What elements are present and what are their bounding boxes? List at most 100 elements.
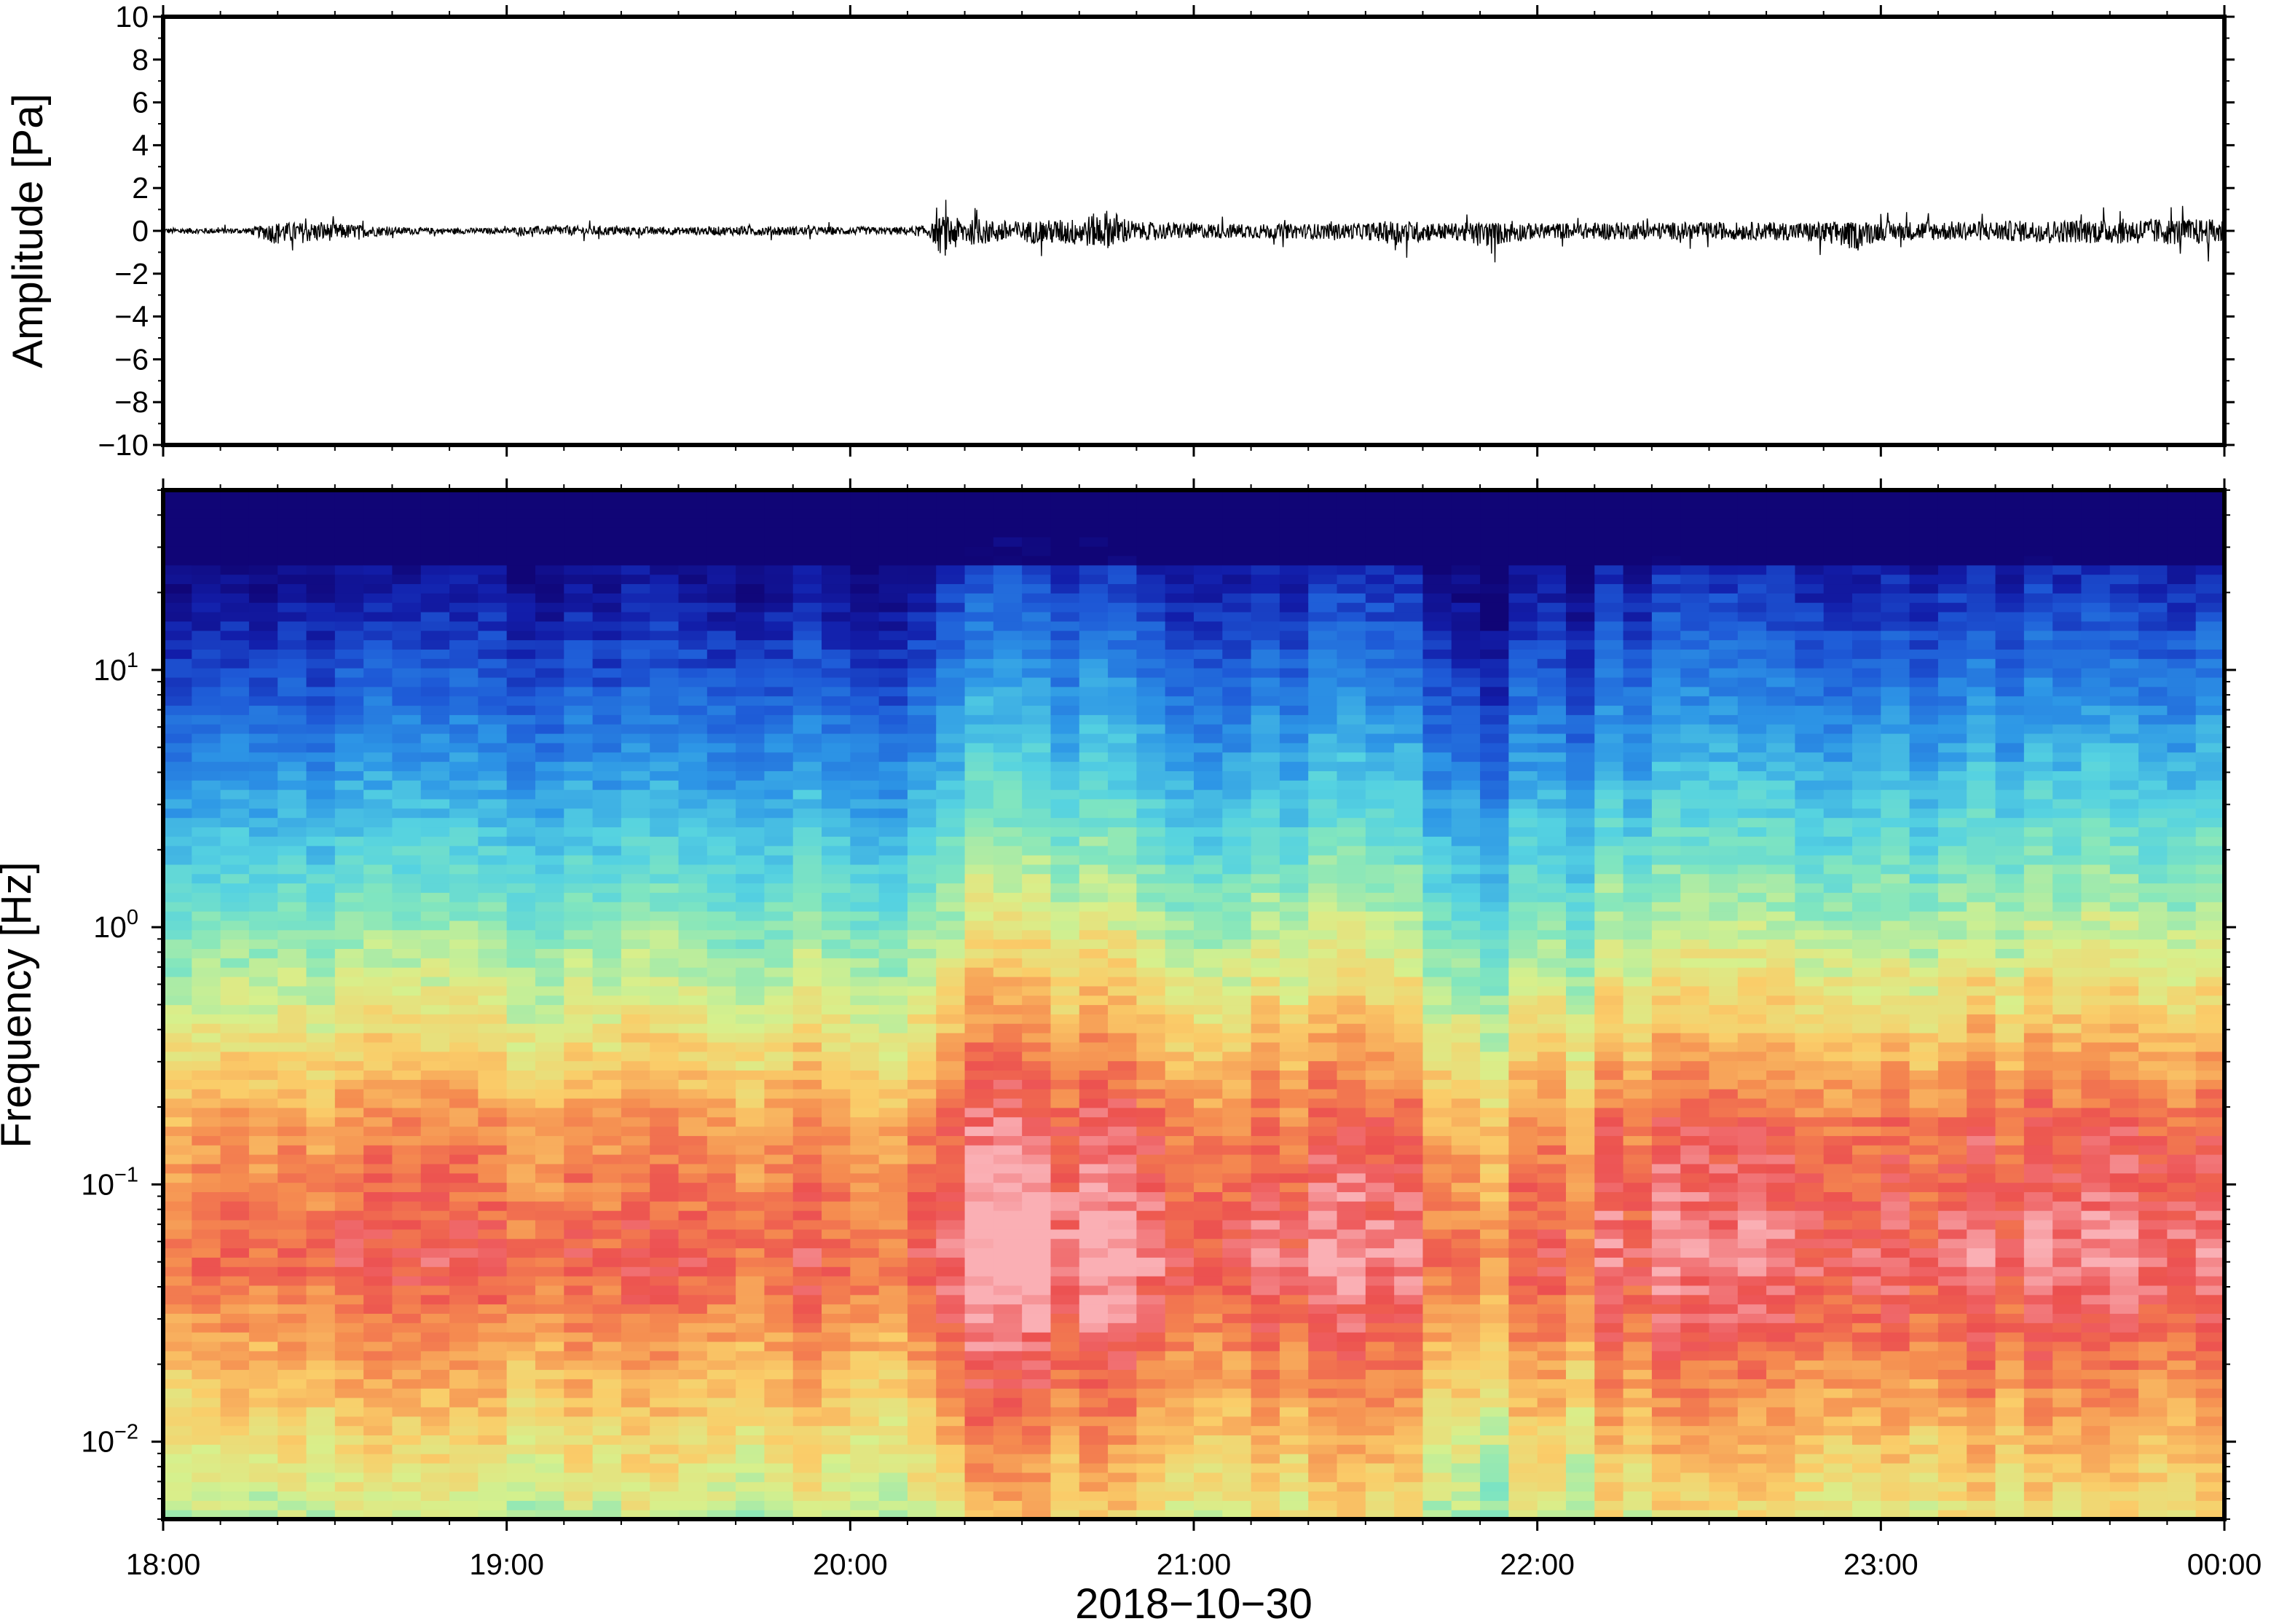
spectrogram-cell [564,1276,594,1286]
spectrogram-cell [707,1257,736,1267]
spectrogram-cell [1050,705,1080,715]
spectrogram-cell [1422,1444,1452,1454]
spectrogram-cell [850,1313,880,1323]
spectrogram-cell [1022,1116,1052,1127]
spectrogram-cell [1279,789,1309,800]
spectrogram-cell [1251,752,1280,762]
spectrogram-cell [1279,658,1309,669]
spectrogram-cell [420,1500,450,1510]
spectrogram-cell [707,1089,736,1099]
spectrogram-cell [822,1089,851,1099]
spectrogram-cell [334,1023,364,1033]
spectrogram-cell [220,499,250,510]
spectrogram-cell [278,1500,307,1510]
spectrogram-cell [792,1388,822,1398]
spectrogram-cell [248,995,278,1006]
spectrogram-cell [535,845,564,856]
spectrogram-cell [650,1116,680,1127]
spectrogram-cell [764,574,794,585]
spectrogram-cell [392,1229,422,1239]
spectrogram-cell [1222,724,1252,734]
spectrogram-cell [564,1257,594,1267]
spectrogram-cell [306,1285,336,1296]
spectrogram-cell [650,1481,680,1492]
spectrogram-cell [564,574,594,585]
spectrogram-cell [1022,1360,1052,1371]
spectrogram-cell [850,948,880,958]
spectrogram-cell [792,995,822,1006]
spectrogram-cell [878,1116,908,1127]
spectrogram-cell [764,602,794,612]
spectrogram-cell [993,686,1023,697]
spectrogram-cell [1022,1304,1052,1314]
spectrogram-cell [1394,1266,1424,1277]
spectrogram-cell [707,761,736,771]
spectrogram-cell [1279,939,1309,950]
spectrogram-cell [621,593,650,603]
spectrogram-cell [592,1369,622,1379]
spectrogram-cell [1337,1135,1366,1146]
spectrogram-cell [1394,902,1424,912]
spectrogram-cell [1022,780,1052,790]
spectrogram-cell [564,976,594,987]
spectrogram-cell [535,1360,564,1371]
spectrogram-cell [964,611,994,622]
spectrogram-cell [792,1041,822,1052]
spectrogram-cell [764,1023,794,1033]
spectrogram-cell [678,1472,708,1483]
spectrogram-cell [363,1097,393,1108]
spectrogram-cell [1136,564,1166,575]
spectrogram-cell [907,733,937,744]
spectrogram-cell [1365,490,1395,500]
spectrogram-cell [1337,1369,1366,1379]
spectrogram-cell [1365,630,1395,641]
spectrogram-cell [850,1285,880,1296]
spectrogram-cell [850,1079,880,1089]
spectrogram-cell [192,995,221,1006]
spectrogram-cell [621,1135,650,1146]
spectrogram-cell [878,1191,908,1202]
spectrogram-cell [678,1388,708,1398]
spectrogram-cell [1194,677,1223,687]
spectrogram-cell [907,1350,937,1361]
spectrogram-cell [564,1116,594,1127]
spectrogram-cell [592,798,622,809]
spectrogram-cell [1308,1510,1338,1519]
spectrogram-cell [449,1304,479,1314]
spectrogram-cell [1194,817,1223,828]
spectrogram-cell [1136,752,1166,762]
spectrogram-cell [1194,1276,1223,1286]
spectrogram-cell [306,1416,336,1427]
spectrogram-cell [1308,602,1338,612]
spectrogram-cell [764,1097,794,1108]
spectrogram-cell [707,1350,736,1361]
spectrogram-cell [764,1369,794,1379]
spectrogram-cell [506,836,536,846]
spectrogram-cell [478,1014,508,1024]
spectrogram-cell [1108,583,1137,594]
spectrogram-cell [736,1229,765,1239]
spectrogram-cell [592,1454,622,1464]
spectrogram-cell [564,1500,594,1510]
spectrogram-cell [764,668,794,678]
spectrogram-cell [936,1481,966,1492]
spectrogram-cell [592,1229,622,1239]
spectrogram-cell [650,1182,680,1193]
spectrogram-cell [1394,1462,1424,1473]
spectrogram-cell [850,808,880,819]
spectrogram-cell [764,985,794,996]
spectrogram-cell [1394,1425,1424,1435]
spectrogram-cell [822,686,851,697]
spectrogram-cell [1337,967,1366,977]
spectrogram-cell [678,1304,708,1314]
spectrogram-cell [1251,911,1280,921]
spectrogram-cell [1308,1097,1338,1108]
spectrogram-cell [736,1247,765,1258]
spectrogram-cell [678,1276,708,1286]
spectrogram-cell [936,1285,966,1296]
spectrogram-cell [1108,1332,1137,1342]
spectrogram-cell [1022,1398,1052,1408]
spectrogram-cell [564,929,594,940]
spectrogram-cell [1222,1435,1252,1445]
